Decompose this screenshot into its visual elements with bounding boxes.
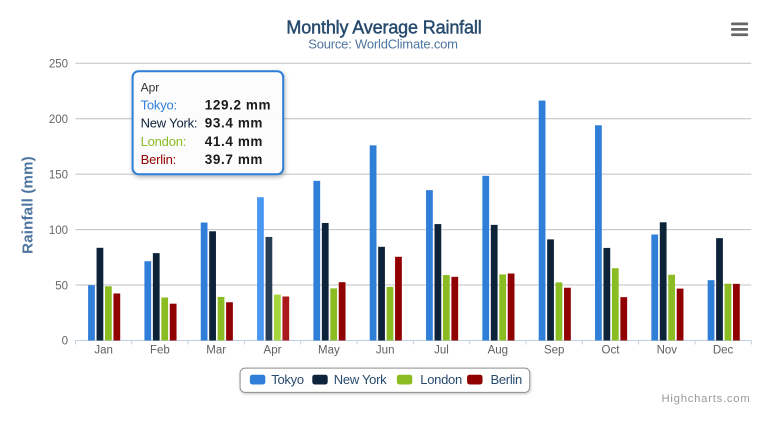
svg-text:New York:: New York: <box>141 116 198 131</box>
svg-text:Highcharts.com: Highcharts.com <box>662 393 751 405</box>
svg-text:250: 250 <box>49 59 68 71</box>
svg-text:Nov: Nov <box>657 344 678 356</box>
svg-text:Apr: Apr <box>141 80 160 94</box>
svg-text:Jan: Jan <box>94 344 113 356</box>
svg-text:39.7 mm: 39.7 mm <box>205 152 263 167</box>
svg-text:150: 150 <box>49 169 68 181</box>
svg-text:41.4 mm: 41.4 mm <box>205 134 263 149</box>
svg-text:50: 50 <box>55 280 68 292</box>
svg-text:Tokyo:: Tokyo: <box>141 97 177 112</box>
svg-text:Berlin: Berlin <box>491 372 523 387</box>
svg-text:Source: WorldClimate.com: Source: WorldClimate.com <box>308 37 458 52</box>
svg-text:New York: New York <box>334 372 387 387</box>
svg-text:Monthly Average Rainfall: Monthly Average Rainfall <box>286 18 481 38</box>
svg-text:Dec: Dec <box>713 344 734 356</box>
svg-text:Feb: Feb <box>150 344 170 356</box>
svg-text:Sep: Sep <box>544 344 564 356</box>
svg-text:93.4 mm: 93.4 mm <box>205 116 263 131</box>
svg-text:Aug: Aug <box>488 344 508 356</box>
svg-text:London:: London: <box>141 134 187 149</box>
svg-text:May: May <box>318 344 340 356</box>
svg-text:London: London <box>420 372 462 387</box>
svg-text:129.2 mm: 129.2 mm <box>205 97 271 112</box>
svg-text:Berlin:: Berlin: <box>141 152 176 167</box>
svg-text:Jul: Jul <box>434 344 449 356</box>
svg-text:200: 200 <box>49 114 68 126</box>
svg-text:Oct: Oct <box>602 344 621 356</box>
svg-text:0: 0 <box>62 336 68 348</box>
svg-text:Tokyo: Tokyo <box>271 372 304 387</box>
svg-text:100: 100 <box>49 225 68 237</box>
svg-text:Apr: Apr <box>264 344 282 356</box>
svg-text:Jun: Jun <box>376 344 395 356</box>
svg-text:Mar: Mar <box>206 344 226 356</box>
svg-text:Rainfall (mm): Rainfall (mm) <box>20 156 37 254</box>
